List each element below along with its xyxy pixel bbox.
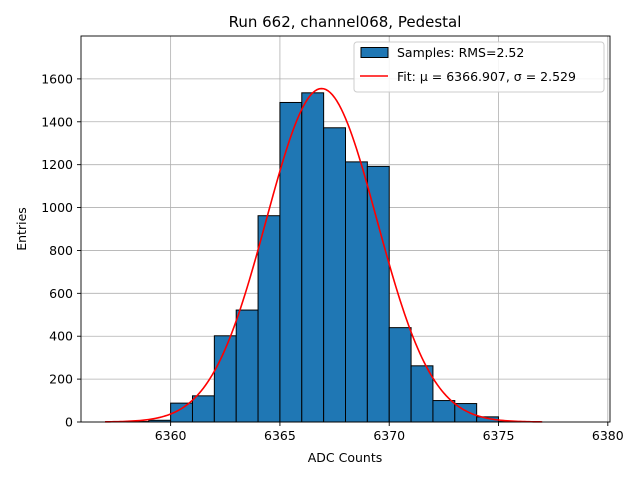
histogram-bar [301, 92, 325, 423]
chart-title: Run 662, channel068, Pedestal [229, 13, 462, 31]
plot-frame [80, 35, 611, 423]
y-tick-label: 1000 [41, 200, 73, 215]
legend: Samples: RMS=2.52 Fit: μ = 6366.907, σ =… [353, 41, 605, 93]
histogram-bar [323, 127, 347, 423]
histogram-bar [410, 365, 434, 423]
y-axis-ticks: 0 200 400 600 800 1000 1200 1400 1600 [41, 71, 81, 430]
fit-curve [105, 87, 543, 423]
x-tick-label: 6365 [264, 428, 296, 443]
legend-samples-patch [360, 47, 389, 58]
legend-fit-label: Fit: μ = 6366.907, σ = 2.529 [397, 69, 576, 84]
x-tick-label: 6370 [373, 428, 405, 443]
histogram-bar [279, 101, 303, 423]
histogram-bar [191, 395, 215, 423]
y-tick-label: 1400 [41, 114, 73, 129]
histogram-bars [126, 92, 521, 423]
histogram-bar [432, 400, 456, 423]
y-tick-label: 600 [49, 286, 73, 301]
x-tick-label: 6360 [155, 428, 187, 443]
x-tick-label: 6375 [483, 428, 515, 443]
histogram-bar [257, 215, 281, 423]
histogram-bar [345, 161, 368, 423]
y-tick-label: 800 [49, 243, 73, 258]
histogram-bar [366, 165, 390, 423]
y-tick-label: 1200 [41, 157, 73, 172]
y-tick-label: 200 [49, 372, 73, 387]
histogram-bar [235, 309, 259, 423]
y-tick-label: 0 [65, 415, 73, 430]
x-axis-ticks: 6360 6365 6370 6375 6380 [155, 422, 624, 443]
y-tick-label: 1600 [41, 71, 73, 86]
x-tick-label: 6380 [592, 428, 624, 443]
legend-samples-label: Samples: RMS=2.52 [397, 45, 524, 60]
histogram-bar [388, 327, 412, 423]
legend-box [353, 41, 605, 93]
x-axis-label: ADC Counts [308, 450, 383, 465]
y-tick-label: 400 [49, 329, 73, 344]
y-axis-label: Entries [14, 207, 29, 251]
